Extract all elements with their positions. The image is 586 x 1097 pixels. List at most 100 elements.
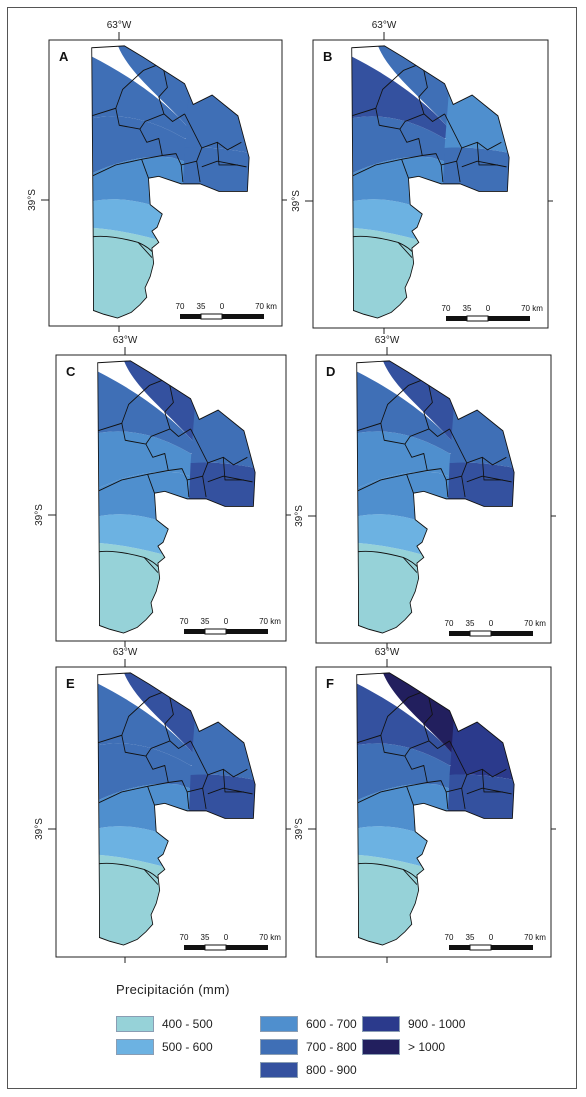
river-mouth xyxy=(397,242,413,258)
scale-segment xyxy=(184,629,205,634)
department-boundary xyxy=(380,423,428,475)
scale-segment xyxy=(184,945,205,950)
department-boundary xyxy=(164,377,191,437)
legend-label: > 1000 xyxy=(408,1040,446,1054)
legend-label: 800 - 900 xyxy=(306,1063,357,1077)
river-mouth xyxy=(137,242,153,258)
department-boundary xyxy=(180,164,184,183)
longitude-label: 63°W xyxy=(372,20,397,31)
province-outline xyxy=(356,360,515,634)
department-boundary xyxy=(91,158,142,177)
zone-northwest xyxy=(97,680,200,766)
department-boundary xyxy=(356,785,407,804)
legend-label: 600 - 700 xyxy=(306,1017,357,1031)
panel-letter: C xyxy=(66,364,76,379)
scale-segment xyxy=(222,314,264,319)
scale-segment xyxy=(204,628,227,635)
department-boundary xyxy=(222,457,244,481)
department-boundary xyxy=(202,788,207,810)
department-boundaries xyxy=(351,62,507,258)
latitude-label: 39°S xyxy=(34,504,45,526)
department-boundary xyxy=(461,141,502,151)
scale-label: 70 km xyxy=(259,617,281,626)
department-boundary xyxy=(401,159,409,179)
legend-swatch xyxy=(260,1039,298,1055)
scale-segment xyxy=(226,629,268,634)
scale-label: 70 km xyxy=(524,619,546,628)
legend-swatch xyxy=(362,1016,400,1032)
department-boundary xyxy=(186,479,190,498)
department-boundary xyxy=(406,474,414,494)
legend-title: Precipitación (mm) xyxy=(116,982,230,997)
department-boundary xyxy=(147,786,155,806)
panel-letter: F xyxy=(326,676,334,691)
zone-northwest xyxy=(351,53,454,139)
department-boundary xyxy=(422,113,463,166)
map-panel-e: 63°W 39°S E 70 35 0 70 km xyxy=(34,647,291,963)
department-boundary xyxy=(97,377,169,432)
department-boundary xyxy=(423,689,450,749)
longitude-label: 63°W xyxy=(113,335,138,346)
department-boundary xyxy=(456,161,461,183)
department-boundary xyxy=(423,377,450,437)
scale-bar: 70 35 0 70 km xyxy=(180,933,281,951)
scale-segment xyxy=(180,314,201,319)
river-mouth xyxy=(402,869,418,885)
department-boundary xyxy=(461,476,466,498)
legend: Precipitación (mm) 400 - 500 500 - 600 6… xyxy=(113,982,533,1082)
department-boundary xyxy=(356,689,428,744)
scale-label: 70 xyxy=(445,933,454,942)
latitude-label: 39°S xyxy=(291,190,302,212)
scale-label: 35 xyxy=(201,617,210,626)
province-outline xyxy=(351,45,510,319)
river-mouth xyxy=(143,869,159,885)
legend-swatch xyxy=(116,1016,154,1032)
longitude-label: 63°W xyxy=(375,647,400,658)
latitude-label: 39°S xyxy=(34,818,45,840)
legend-label: 700 - 800 xyxy=(306,1040,357,1054)
department-boundary xyxy=(145,740,171,757)
scale-segment xyxy=(491,945,533,950)
scale-label: 70 xyxy=(176,302,185,311)
scale-label: 70 xyxy=(445,619,454,628)
department-boundary xyxy=(164,689,191,749)
scale-segment xyxy=(469,944,492,951)
department-boundary xyxy=(427,428,468,481)
legend-item-500-600: 500 - 600 xyxy=(116,1039,213,1055)
department-boundary xyxy=(201,160,247,168)
province-outline xyxy=(356,672,515,946)
legend-label: 900 - 1000 xyxy=(408,1017,466,1031)
scale-segment xyxy=(466,315,489,322)
scale-label: 0 xyxy=(224,617,229,626)
legend-label: 400 - 500 xyxy=(162,1017,213,1031)
department-boundary xyxy=(440,164,444,183)
map-panel-a: 63°W 39°S A 70 35 0 70 km xyxy=(27,20,287,332)
scale-segment xyxy=(449,945,470,950)
zone-coastal-band xyxy=(356,514,433,558)
zone-northwest xyxy=(356,368,459,454)
zone-coastal-band xyxy=(97,826,174,870)
panel-frame xyxy=(315,354,552,644)
department-boundary xyxy=(466,456,507,466)
scale-bar: 70 35 0 70 km xyxy=(176,302,277,320)
panel-letter: A xyxy=(59,49,69,64)
department-boundary xyxy=(145,428,171,445)
longitude-label: 63°W xyxy=(107,20,132,31)
zone-northwest xyxy=(91,53,194,139)
department-boundary xyxy=(406,786,414,806)
zone-coastal-band xyxy=(351,199,428,243)
scale-label: 0 xyxy=(489,933,494,942)
scale-label: 0 xyxy=(224,933,229,942)
scale-label: 70 km xyxy=(524,933,546,942)
scale-label: 70 km xyxy=(255,302,277,311)
map-panel-d: 63°W 39°S D 70 35 0 70 km xyxy=(294,335,556,649)
scale-label: 35 xyxy=(201,933,210,942)
department-boundary xyxy=(481,457,503,481)
scale-label: 70 xyxy=(180,617,189,626)
longitude-label: 63°W xyxy=(113,647,138,658)
zone-coastal-band xyxy=(97,514,174,558)
department-boundary xyxy=(461,160,507,168)
scale-label: 35 xyxy=(197,302,206,311)
panel-letter: E xyxy=(66,676,75,691)
panel-letter: D xyxy=(326,364,335,379)
